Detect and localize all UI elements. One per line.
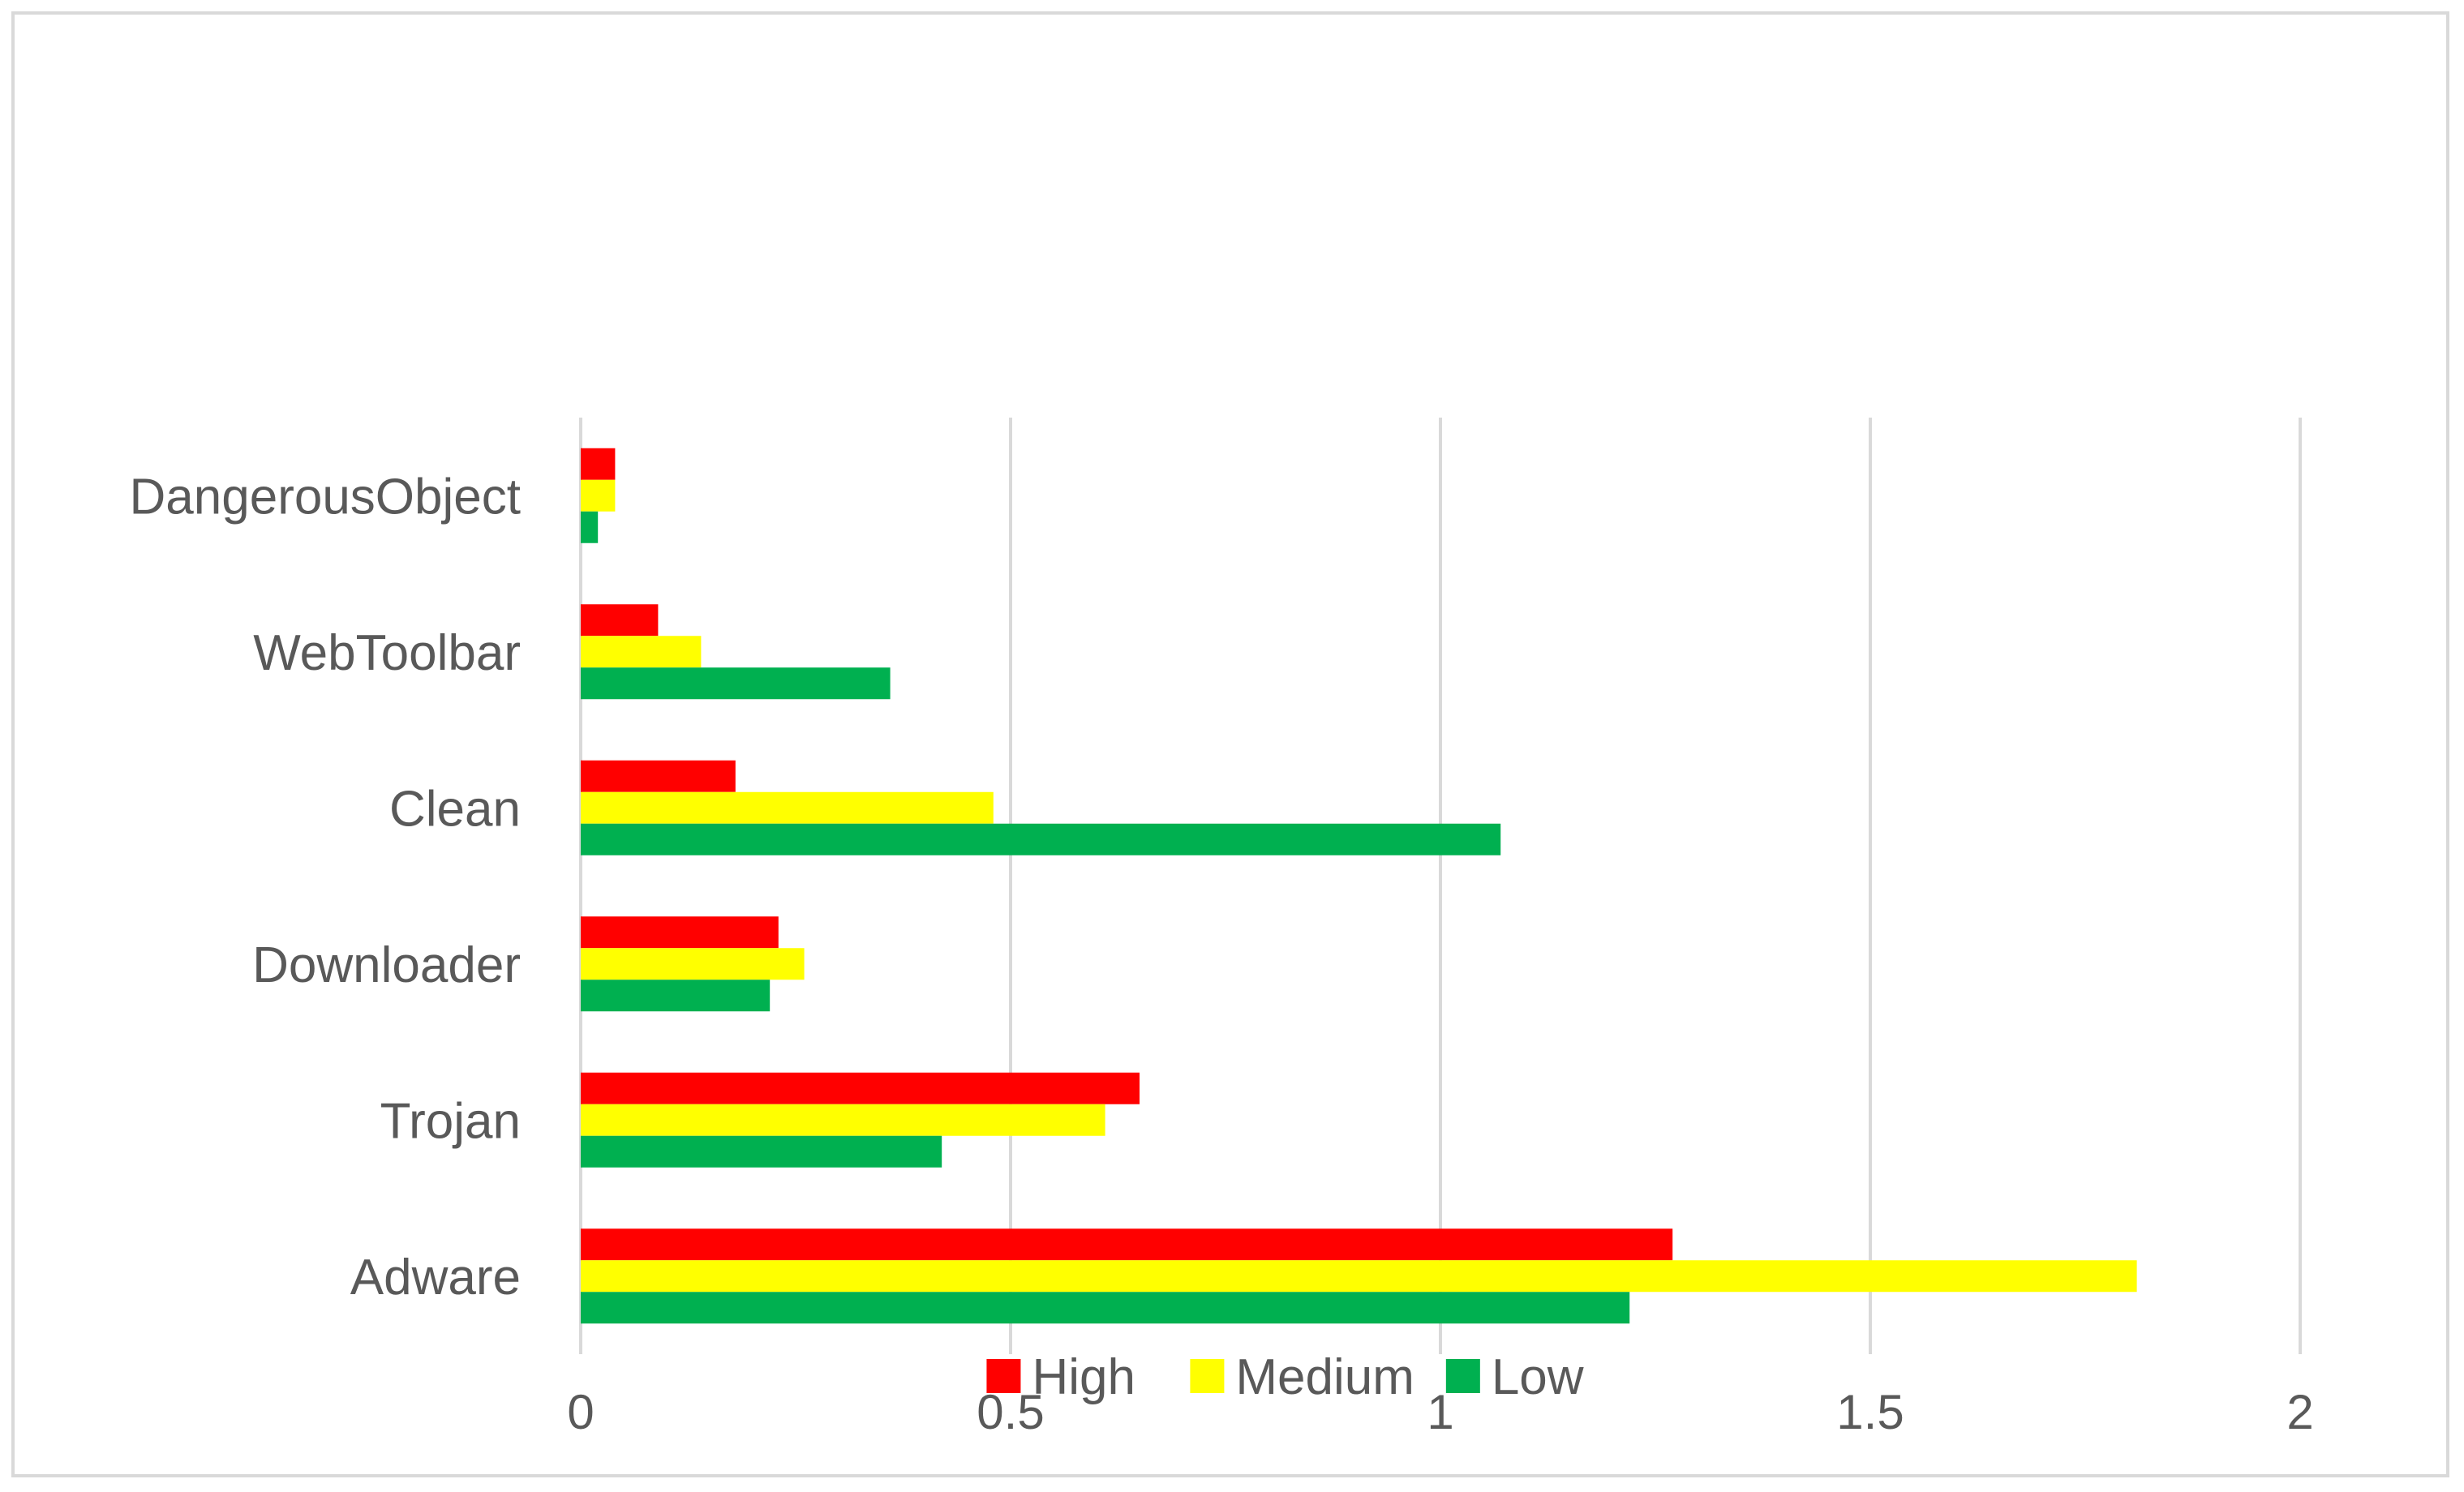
bar-adware-medium [581, 1260, 2137, 1293]
bar-trojan-medium [581, 1104, 1105, 1136]
bar-dangerousobject-low [581, 511, 599, 543]
bar-adware-low [581, 1292, 1630, 1324]
x-tick-label: 2 [2286, 1385, 2313, 1439]
category-labels: Adware Trojan Downloader Clean WebToolbar Dan… [130, 469, 522, 1306]
category-label-trojan: Trojan [380, 1093, 521, 1149]
legend-swatch-medium [1190, 1359, 1225, 1393]
legend-label-medium: Medium [1235, 1349, 1414, 1405]
x-tick-label: 1.5 [1836, 1385, 1904, 1439]
bar-dangerousobject-medium [581, 479, 616, 512]
gridlines [579, 418, 2302, 1354]
bar-downloader-low [581, 980, 771, 1012]
x-tick-labels: 0 0.5 1 1.5 2 [567, 1385, 2313, 1439]
bar-clean-high [581, 760, 736, 792]
bar-webtoolbar-high [581, 604, 659, 637]
legend: High Medium Low [986, 1349, 1584, 1405]
x-tick-label: 0 [567, 1385, 594, 1439]
category-label-clean: Clean [389, 781, 521, 837]
bars [581, 448, 2137, 1324]
bar-downloader-medium [581, 948, 805, 980]
category-label-adware: Adware [350, 1250, 521, 1306]
legend-label-low: Low [1492, 1349, 1584, 1405]
category-label-downloader: Downloader [252, 937, 521, 993]
bar-adware-high [581, 1228, 1673, 1261]
bar-dangerousobject-high [581, 448, 616, 480]
category-label-webtoolbar: WebToolbar [253, 625, 521, 681]
category-label-dangerousobject: DangerousObject [130, 469, 522, 525]
x-tick-label: 1 [1427, 1385, 1453, 1439]
x-tick-label: 0.5 [977, 1385, 1044, 1439]
legend-label-high: High [1032, 1349, 1135, 1405]
bar-webtoolbar-medium [581, 636, 702, 668]
bar-webtoolbar-low [581, 667, 891, 700]
bar-trojan-high [581, 1072, 1140, 1104]
legend-swatch-high [986, 1359, 1021, 1393]
legend-swatch-low [1445, 1359, 1480, 1393]
bar-clean-medium [581, 791, 994, 824]
bar-clean-low [581, 823, 1501, 855]
bar-trojan-low [581, 1135, 942, 1168]
bar-downloader-high [581, 916, 779, 949]
